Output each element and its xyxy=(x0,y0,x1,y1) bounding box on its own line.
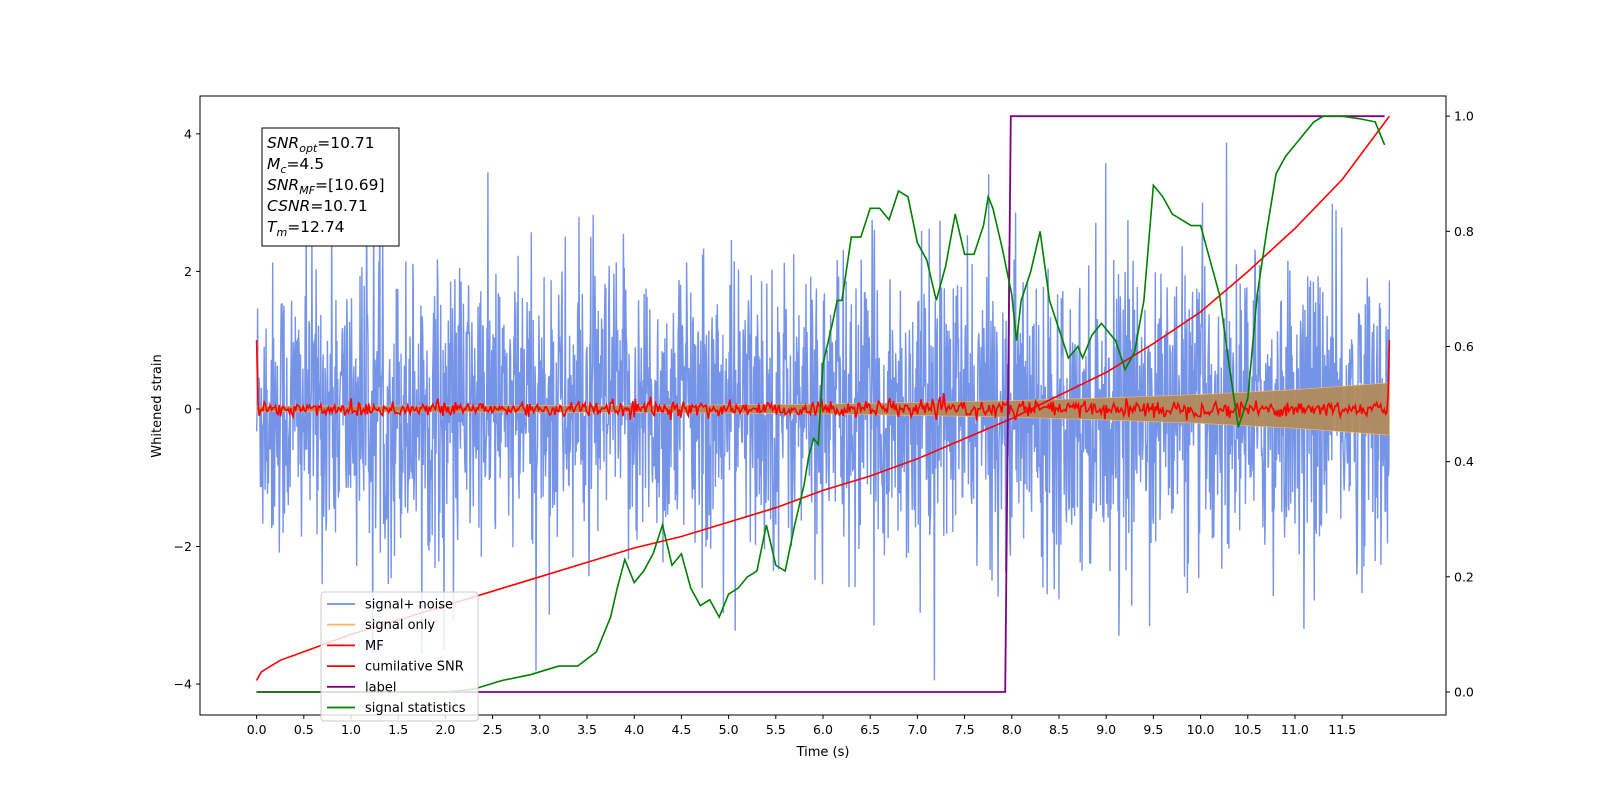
legend-label: signal+ noise xyxy=(365,598,453,613)
x-tick-label: 2.0 xyxy=(435,722,455,737)
mf-line xyxy=(255,340,1391,421)
annotation-line: CSNR=10.71 xyxy=(267,197,368,215)
x-tick-label: 10.5 xyxy=(1234,722,1262,737)
x-tick-label: 4.0 xyxy=(624,722,644,737)
y-tick-label: −2 xyxy=(174,539,192,554)
y-axis-label: Whitened strain xyxy=(150,354,165,457)
y2-tick-label: 0.0 xyxy=(1454,684,1474,699)
signal-noise-line xyxy=(255,133,1391,681)
x-tick-label: 1.0 xyxy=(341,722,361,737)
x-tick-label: 8.0 xyxy=(1002,722,1022,737)
x-tick-label: 5.0 xyxy=(719,722,739,737)
y-tick-label: −4 xyxy=(174,677,192,692)
y2-tick-label: 0.2 xyxy=(1454,569,1474,584)
label-line xyxy=(256,115,1385,693)
x-tick-label: 0.5 xyxy=(294,722,314,737)
legend-label: signal only xyxy=(365,618,435,633)
annotation-frame xyxy=(261,127,400,247)
annotation-line: SNRopt=10.71 xyxy=(267,134,375,155)
y-tick-label: 4 xyxy=(184,126,192,141)
legend-label: cumilative SNR xyxy=(365,660,464,675)
x-tick-label: 11.0 xyxy=(1281,722,1309,737)
x-tick-label: 6.5 xyxy=(860,722,880,737)
annotation-line: Mc=4.5 xyxy=(267,155,324,176)
annotation-box: SNRopt=10.71Mc=4.5SNRMF=[10.69]CSNR=10.7… xyxy=(261,127,400,247)
x-tick-label: 7.5 xyxy=(955,722,975,737)
y2-tick-label: 1.0 xyxy=(1454,109,1474,124)
legend: signal+ noise signal only MF cumilative SNR… xyxy=(320,591,479,722)
x-tick-label: 7.0 xyxy=(907,722,927,737)
x-tick-label: 9.0 xyxy=(1096,722,1116,737)
x-tick-label: 6.0 xyxy=(813,722,833,737)
y2-tick-label: 0.8 xyxy=(1454,224,1474,239)
signal-statistics-line xyxy=(256,115,1386,693)
x-axis-label: Time (s) xyxy=(796,745,850,760)
axes: 0.0 0.5 1.0 1.5 2.0 2.5 3.0 3.5 4.0 4.5 5.0 5.5 6.0 6… xyxy=(174,109,1474,737)
x-tick-label: 1.5 xyxy=(388,722,408,737)
annotation-line: SNRMF=[10.69] xyxy=(267,176,385,197)
x-tick-label: 11.5 xyxy=(1328,722,1356,737)
y2-tick-label: 0.6 xyxy=(1454,339,1474,354)
x-tick-label: 8.5 xyxy=(1049,722,1069,737)
x-tick-label: 2.5 xyxy=(483,722,503,737)
legend-label: signal statistics xyxy=(365,701,466,716)
x-tick-label: 0.0 xyxy=(247,722,267,737)
x-tick-label: 4.5 xyxy=(671,722,691,737)
x-tick-label: 3.5 xyxy=(577,722,597,737)
legend-frame xyxy=(320,591,479,722)
x-tick-label: 9.5 xyxy=(1143,722,1163,737)
annotation-line: Tm=12.74 xyxy=(267,218,345,239)
x-tick-label: 5.5 xyxy=(766,722,786,737)
x-tick-label: 3.0 xyxy=(530,722,550,737)
x-tick-label: 10.0 xyxy=(1187,722,1215,737)
y-tick-label: 2 xyxy=(184,264,192,279)
y2-tick-label: 0.4 xyxy=(1454,454,1474,469)
legend-label: MF xyxy=(365,639,384,654)
legend-label: label xyxy=(365,680,396,695)
y-tick-label: 0 xyxy=(184,401,192,416)
